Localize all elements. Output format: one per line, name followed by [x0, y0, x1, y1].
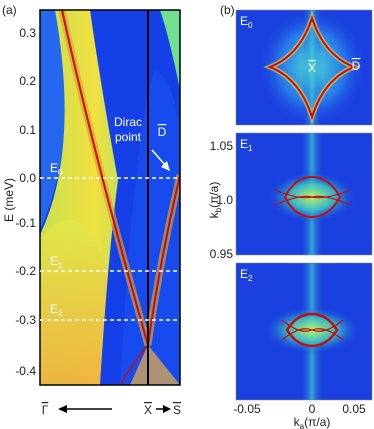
fermi-map — [236, 10, 372, 125]
panel-label: (b) — [220, 3, 235, 17]
y-tick-label: 0.1 — [19, 123, 36, 137]
x-tick-label: 0.05 — [342, 402, 366, 416]
x-tick-label: -0.05 — [233, 402, 261, 416]
fermi-map — [236, 263, 372, 400]
y-tick-label: 0.3 — [19, 26, 36, 40]
x-axis-label: ka(π/a) — [294, 415, 331, 429]
band-map — [40, 10, 180, 385]
y-axis-label: kb(π/a) — [207, 182, 223, 219]
annotation: Dirac — [114, 115, 142, 129]
level-label: E0 — [240, 14, 253, 30]
y-tick-label: -0.3 — [15, 313, 36, 327]
level-label: E1 — [240, 137, 253, 153]
point-label: D — [352, 59, 361, 73]
y-tick-label: -0.2 — [15, 264, 36, 278]
y-tick-label: 0.95 — [210, 247, 234, 261]
y-tick-label: 0.0 — [19, 171, 36, 185]
annotation-point: D — [158, 125, 167, 139]
x-tick-label: 0 — [309, 402, 316, 416]
y-tick-label: -0.4 — [15, 364, 36, 378]
y-tick-label: 1.05 — [210, 139, 234, 153]
fermi-map — [236, 133, 372, 255]
level-label: E2 — [240, 267, 253, 283]
y-tick-label: 0.2 — [19, 74, 36, 88]
level-label: E2 — [50, 302, 63, 318]
y-tick-label: -0.1 — [15, 216, 36, 230]
point-label: X — [308, 61, 316, 75]
panel-label: (a) — [2, 3, 17, 17]
x-label: X — [144, 403, 152, 417]
y-tick-label: 1.0 — [216, 193, 233, 207]
x-label: Γ — [42, 403, 49, 417]
x-label: S — [173, 403, 181, 417]
level-label: E1 — [50, 254, 63, 270]
y-axis-label: E (meV) — [2, 178, 16, 222]
annotation: point — [115, 130, 142, 144]
level-label: E0 — [50, 161, 63, 177]
